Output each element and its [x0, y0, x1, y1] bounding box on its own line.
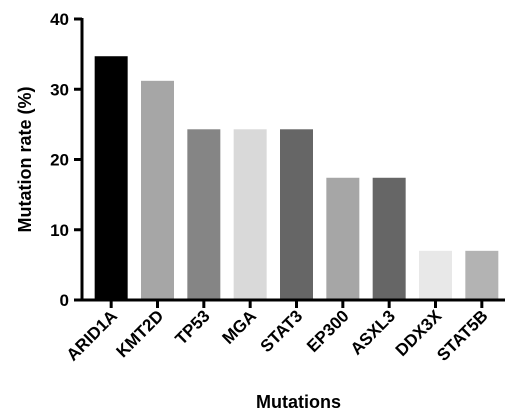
x-tick-label-kmt2d: KMT2D: [112, 306, 167, 361]
x-tick-label-stat3: STAT3: [257, 306, 307, 356]
x-tick-label-ep300: EP300: [303, 306, 353, 356]
x-tick-label-asxl3: ASXL3: [347, 306, 399, 358]
bars: [94, 56, 499, 300]
y-tick-label: 0: [60, 291, 69, 310]
x-tick-label-arid1a: ARID1A: [63, 306, 121, 364]
bar-mga: [233, 129, 267, 300]
x-tick-label-mga: MGA: [219, 306, 260, 347]
bar-kmt2d: [141, 80, 174, 300]
x-tick-label-stat5b: STAT5B: [433, 306, 491, 364]
x-axis-title: Mutations: [256, 392, 341, 412]
y-tick-label: 20: [50, 151, 69, 170]
bar-arid1a: [94, 56, 128, 300]
bar-stat5b: [465, 250, 499, 300]
bar-tp53: [187, 129, 221, 300]
y-axis-title: Mutation rate (%): [15, 86, 35, 232]
x-tick-label-tp53: TP53: [171, 306, 213, 348]
y-axis-ticks: 0 10 20 30 40: [50, 10, 82, 310]
y-tick-label: 40: [50, 10, 69, 29]
bar-asxl3: [372, 177, 406, 300]
bar-stat3: [280, 129, 313, 300]
y-tick-label: 10: [50, 221, 69, 240]
y-tick-label: 30: [50, 80, 69, 99]
bar-ep300: [326, 177, 360, 300]
bar-ddx3x: [419, 250, 452, 300]
